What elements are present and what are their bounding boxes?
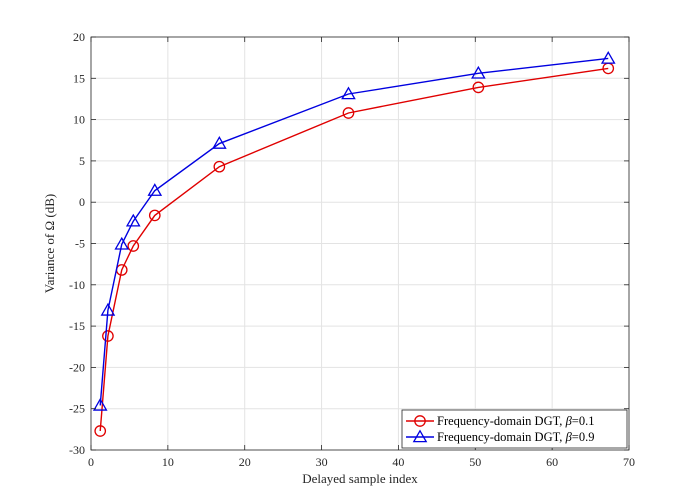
y-tick-label: 10 [73,113,85,127]
legend-label-suffix: =0.9 [572,430,595,444]
data-point-circle [472,81,485,94]
legend-marker-triangle [412,429,428,443]
data-point-circle [148,209,161,222]
y-tick-label: 0 [79,195,85,209]
legend-marker-circle [414,415,426,427]
data-point-triangle [147,183,163,196]
legend-label-prefix: Frequency-domain DGT, [437,430,566,444]
legend-label-symbol: β [565,414,573,428]
x-tick-label: 30 [316,455,328,469]
ticks: 0 10 20 30 40 50 60 70 -30 -25 -20 -15 -10 -5 0 5 10 15 20 [69,30,635,469]
legend-box [401,409,628,449]
y-tick-label: -5 [75,237,85,251]
x-tick-label: 50 [469,455,481,469]
legend-label-suffix: =0.1 [572,414,595,428]
legend-label-symbol: β [565,430,573,444]
y-tick-label: -10 [69,278,85,292]
legend-entry: Frequency-domain DGT, β=0.1 [406,414,594,428]
data-point-triangle [212,136,227,149]
y-tick-label: -20 [69,360,85,374]
data-point-circle [94,425,107,437]
legend: Frequency-domain DGT, β=0.1Frequency-dom… [401,409,628,449]
series-triangle [92,50,616,411]
legend-label: Frequency-domain DGT, β=0.1 [437,414,594,428]
x-tick-label: 60 [546,455,558,469]
y-tick-label: 5 [79,154,85,168]
series-circle [94,62,615,437]
y-tick-label: -15 [69,319,85,333]
x-tick-label: 40 [392,455,404,469]
data-point-circle [127,240,140,252]
data-point-triangle [100,302,116,316]
legend-label: Frequency-domain DGT, β=0.9 [437,430,594,444]
data-point-circle [102,330,114,342]
series-line [99,67,609,432]
x-tick-label: 20 [239,455,251,469]
data-point-circle [213,160,226,173]
data-point-triangle [92,397,108,411]
series-line [99,57,609,406]
y-axis-label: Variance of Ω (dB) [42,194,57,294]
data-point-triangle [114,236,130,250]
x-tick-label: 10 [162,455,174,469]
data-point-triangle [471,65,486,79]
series-layer [92,50,616,437]
legend-label-prefix: Frequency-domain DGT, [437,414,566,428]
y-tick-label: -25 [69,402,85,416]
y-tick-label: -30 [69,443,85,457]
y-tick-label: 15 [73,71,85,85]
data-point-circle [342,107,355,119]
legend-entry: Frequency-domain DGT, β=0.9 [406,429,594,444]
x-tick-label: 0 [88,455,94,469]
data-point-triangle [125,213,141,227]
y-tick-label: 20 [73,30,85,44]
data-point-triangle [341,86,356,100]
x-axis-label: Delayed sample index [302,471,418,486]
x-tick-label: 70 [623,455,635,469]
data-point-triangle [600,50,616,64]
